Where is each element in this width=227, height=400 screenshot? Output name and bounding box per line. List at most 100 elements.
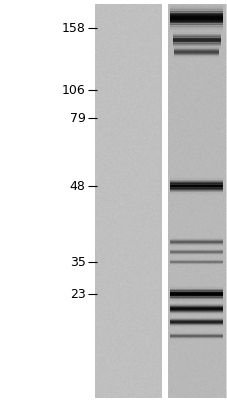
Bar [169,319,222,320]
Bar [169,301,222,302]
Bar [169,312,222,313]
Bar [169,22,222,24]
Bar [169,325,222,326]
Bar [173,52,218,53]
Bar [169,184,222,185]
Bar [173,56,218,57]
Bar [169,287,222,288]
Bar [173,48,218,49]
Bar [169,192,222,193]
Bar [169,11,222,12]
Bar [167,4,225,398]
Bar [169,305,222,306]
Bar [169,313,222,314]
Bar [169,7,222,8]
Bar [169,324,222,325]
Bar [173,55,218,56]
Bar [173,53,218,54]
Bar [169,189,222,190]
Bar [169,297,222,298]
Bar [169,5,222,6]
Bar [173,49,218,50]
Bar [172,33,220,34]
Text: 35: 35 [69,256,85,268]
Bar [169,181,222,182]
Bar [173,50,218,51]
Bar [169,303,222,304]
Bar [169,190,222,191]
Bar [169,14,222,15]
Bar [169,320,222,321]
Bar [172,37,220,38]
Bar [172,43,220,44]
Bar [172,39,220,40]
Bar [169,178,222,179]
Bar [169,187,222,188]
Bar [169,312,222,313]
Bar [169,28,222,29]
Bar [169,320,222,321]
Bar [172,42,220,43]
Bar [169,296,222,297]
Bar [169,288,222,289]
Bar [169,18,222,20]
Bar [169,30,222,31]
Bar [169,29,222,30]
Bar [169,299,222,300]
Bar [169,304,222,305]
Bar [169,291,222,292]
Bar [173,54,218,55]
Bar [173,52,218,53]
Bar [169,291,222,292]
Bar [172,46,220,47]
Bar [169,310,222,311]
Bar [169,297,222,298]
Bar [169,185,222,186]
Bar [169,292,222,293]
Bar [169,324,222,325]
Bar [169,303,222,304]
Bar [169,189,222,190]
Bar [169,188,222,189]
Bar [169,322,222,323]
Bar [169,15,222,16]
Bar [172,37,220,38]
Bar [172,38,220,39]
Bar [172,40,220,41]
Bar [172,33,220,34]
Bar [169,180,222,181]
Bar [169,306,222,307]
Bar [173,51,218,52]
Bar [169,287,222,288]
Bar [172,41,220,42]
Bar [173,46,218,47]
Bar [169,182,222,183]
Bar [169,12,222,13]
Bar [173,49,218,50]
Bar [169,314,222,315]
Bar [169,23,222,24]
Bar [172,42,220,43]
Bar [169,319,222,320]
Bar [169,30,222,31]
Bar [169,191,222,192]
Bar [169,190,222,191]
Bar [169,25,222,26]
Bar [172,47,220,48]
Bar [169,26,222,27]
Bar [169,10,222,12]
Bar [169,191,222,192]
Bar [169,326,222,327]
Bar [172,44,220,45]
Bar [169,9,222,10]
Bar [169,9,222,10]
Bar [169,12,222,14]
Bar [172,44,220,45]
Bar [94,4,161,398]
Bar [169,308,222,309]
Bar [173,56,218,57]
Bar [169,21,222,22]
Bar [169,186,222,187]
Bar [169,183,222,184]
Text: 79: 79 [69,112,85,124]
